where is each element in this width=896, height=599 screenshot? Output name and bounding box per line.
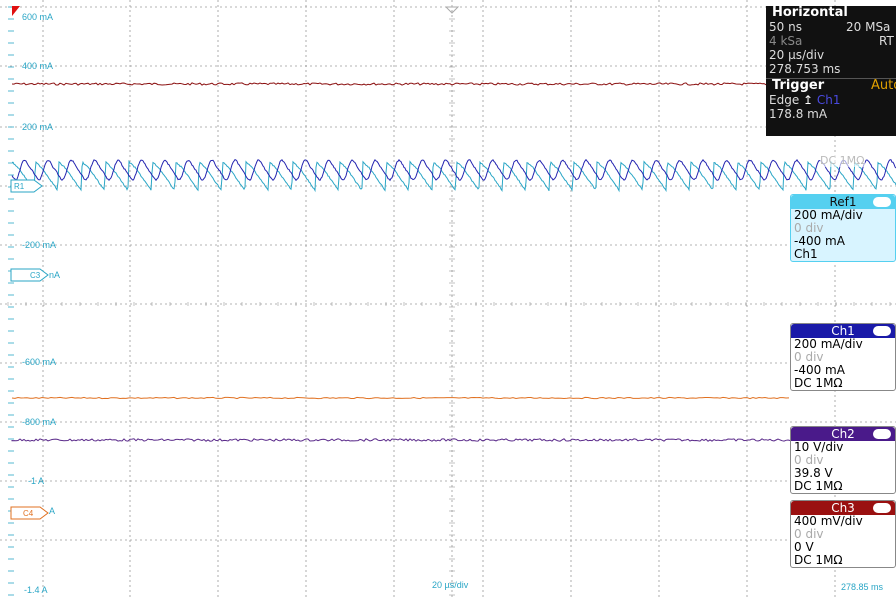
channel-box-ref1[interactable]: Ref1 200 mA/div 0 div -400 mA Ch1 (790, 194, 896, 262)
trigger-source: Ch1 (816, 93, 841, 107)
trigger-row: Edge ↥ Ch1 (766, 93, 896, 107)
horizontal-resolution: 50 ns (769, 20, 802, 34)
channel-header-ch2[interactable]: Ch2 (791, 427, 895, 441)
ch1-coupling: DC 1MΩ (794, 376, 843, 390)
ch1-scale: 200 mA/div (794, 337, 863, 351)
ch2-trace (11, 438, 791, 442)
ch1-position: 0 div (794, 350, 824, 364)
channel-header-ch3[interactable]: Ch3 (791, 501, 895, 515)
y-label-600ma: 600 mA (22, 12, 54, 22)
ref1-source: Ch1 (794, 247, 818, 261)
ref1-trace (11, 159, 896, 193)
horizontal-trigger-panel[interactable]: Horizontal 50 ns 20 MSa 4 kSa RT 20 µs/d… (766, 6, 896, 136)
horizontal-record-length: 4 kSa (769, 34, 803, 48)
trigger-level-marker-icon (12, 6, 20, 16)
ref1-scale: 200 mA/div (794, 208, 863, 222)
trigger-type: Edge (769, 93, 800, 107)
marker-r1-label: R1 (14, 182, 25, 191)
marker-c4-label: C4 (23, 509, 34, 518)
y-label-neg1a: -1 A (28, 476, 45, 486)
trigger-mode: Auto (871, 78, 896, 93)
ch2-position: 0 div (794, 453, 824, 467)
horizontal-title: Horizontal (772, 6, 848, 20)
ch3-scale: 400 mV/div (794, 514, 863, 528)
trigger-title: Trigger Auto (766, 78, 896, 93)
trigger-level: 178.8 mA (769, 107, 828, 121)
channel-header-ch1[interactable]: Ch1 (791, 324, 895, 338)
ch3-trace (11, 82, 791, 86)
marker-c3-label: C3 (30, 271, 41, 280)
y-label-200ma: 200 mA (22, 122, 54, 132)
marker-c4[interactable]: C4 (10, 506, 50, 520)
ch3-coupling: DC 1MΩ (794, 553, 843, 567)
y-label-neg200ma: -200 mA (22, 240, 57, 250)
y-label-neg600ma: -600 mA (22, 357, 57, 367)
marker-r1[interactable]: R1 (10, 179, 44, 193)
ch2-scale: 10 V/div (794, 440, 844, 454)
c4-trace (11, 396, 790, 400)
channel-box-ch3[interactable]: Ch3 400 mV/div 0 div 0 V DC 1MΩ (790, 500, 896, 568)
horizontal-position: 278.753 ms (769, 62, 841, 76)
ch1-coupling-overlay: DC 1MΩ (820, 154, 865, 167)
ch1-offset: -400 mA (794, 363, 845, 377)
ch2-offset: 39.8 V (794, 466, 833, 480)
horizontal-mode: RT (879, 34, 894, 48)
channel-box-ch2[interactable]: Ch2 10 V/div 0 div 39.8 V DC 1MΩ (790, 426, 896, 494)
y-label-400ma: 400 mA (22, 61, 54, 71)
y-label-neg800ma: -800 mA (22, 417, 57, 427)
rising-edge-icon: ↥ (803, 93, 814, 107)
horizontal-time-scale: 20 µs/div (769, 48, 825, 62)
toggle-icon[interactable] (873, 503, 891, 513)
ch1-trace (11, 158, 896, 182)
traces (11, 82, 896, 442)
toggle-icon[interactable] (873, 429, 891, 439)
marker-c3[interactable]: C3 (10, 268, 50, 282)
ch3-offset: 0 V (794, 540, 814, 554)
ref1-position: 0 div (794, 221, 824, 235)
toggle-icon[interactable] (873, 326, 891, 336)
ref1-offset: -400 mA (794, 234, 845, 248)
horizontal-sample-rate: 20 MSa (846, 20, 891, 34)
channel-box-ch1[interactable]: Ch1 200 mA/div 0 div -400 mA DC 1MΩ (790, 323, 896, 391)
ch2-coupling: DC 1MΩ (794, 479, 843, 493)
y-label-na: nA (49, 270, 61, 280)
horizontal-row-2: 4 kSa RT (766, 34, 896, 48)
time-readout: 278.85 ms (841, 582, 884, 592)
ch3-position: 0 div (794, 527, 824, 541)
trigger-position-marker-icon[interactable] (444, 6, 460, 14)
toggle-icon[interactable] (873, 197, 891, 207)
y-label-a: A (49, 506, 56, 516)
timebase-label: 20 µs/div (432, 580, 469, 590)
horizontal-row-1: 50 ns 20 MSa (766, 20, 896, 34)
y-label-neg1-4a: -1.4 A (24, 585, 48, 595)
channel-header-ref1[interactable]: Ref1 (791, 195, 895, 209)
